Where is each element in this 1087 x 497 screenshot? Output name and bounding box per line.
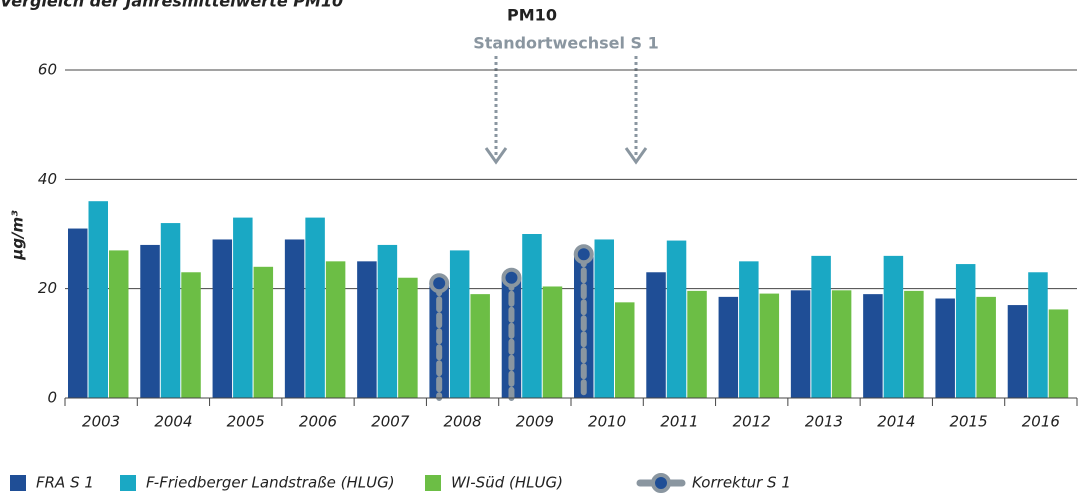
bar xyxy=(739,261,759,398)
bar xyxy=(646,272,666,398)
bar xyxy=(181,272,201,398)
bar xyxy=(470,294,490,398)
x-tick-label: 2015 xyxy=(949,413,987,431)
bar xyxy=(449,250,470,398)
korrektur-marker xyxy=(573,244,594,265)
x-tick-label: 2012 xyxy=(733,413,771,431)
bar xyxy=(976,296,996,398)
bar xyxy=(253,266,274,398)
x-tick-label: 2003 xyxy=(82,413,120,431)
bar xyxy=(522,234,542,398)
x-tick-label: 2007 xyxy=(371,413,410,431)
bar xyxy=(212,239,233,398)
legend-swatch xyxy=(120,475,136,491)
x-tick-label: 2004 xyxy=(154,413,192,431)
x-tick-label: 2009 xyxy=(516,413,554,431)
x-tick-label: 2016 xyxy=(1022,413,1060,431)
korrektur-marker xyxy=(429,273,450,294)
chart-title: Vergleich der Jahresmittelwerte PM10 xyxy=(0,0,343,11)
x-tick-label: 2011 xyxy=(660,413,698,431)
bar xyxy=(759,293,780,398)
bar xyxy=(790,290,811,398)
bar xyxy=(594,239,614,398)
y-axis-label: µg/m³ xyxy=(9,210,27,261)
x-tick-label: 2014 xyxy=(877,413,915,431)
korrektur-marker xyxy=(501,267,522,288)
bar xyxy=(883,255,904,398)
bar xyxy=(935,298,955,398)
bar xyxy=(357,261,377,398)
x-tick-label: 2005 xyxy=(227,413,265,431)
bar xyxy=(140,244,160,398)
bar xyxy=(233,217,253,398)
bar xyxy=(377,244,398,398)
bar xyxy=(687,290,707,398)
legend-swatch xyxy=(651,473,671,493)
y-tick-label: 40 xyxy=(38,170,57,188)
bar xyxy=(68,228,88,398)
bar xyxy=(160,223,181,398)
bar xyxy=(305,217,325,398)
bar xyxy=(398,277,418,398)
x-tick-label: 2010 xyxy=(588,413,626,431)
bar xyxy=(1048,309,1069,398)
bar xyxy=(615,302,635,398)
bar xyxy=(666,240,687,398)
bar xyxy=(831,290,852,398)
legend-label: F-Friedberger Landstraße (HLUG) xyxy=(146,474,395,492)
annotation: Standortwechsel S 1 xyxy=(473,34,659,53)
bar xyxy=(284,239,305,398)
bar xyxy=(88,201,108,398)
bar xyxy=(1028,272,1048,398)
bar xyxy=(542,286,563,398)
y-tick-label: 20 xyxy=(38,279,57,297)
x-tick-label: 2006 xyxy=(299,413,337,431)
arrows xyxy=(484,56,648,165)
legend-swatch xyxy=(10,475,26,491)
bar xyxy=(863,294,883,398)
legend-label: WI-Süd (HLUG) xyxy=(451,474,563,492)
bar xyxy=(718,296,739,398)
legend-label: Korrektur S 1 xyxy=(692,474,791,492)
chart-subtitle: PM10 xyxy=(507,6,557,25)
bar xyxy=(811,255,831,398)
bar xyxy=(904,290,924,398)
y-tick-label: 60 xyxy=(38,61,57,79)
bar xyxy=(109,250,129,398)
legend-label: FRA S 1 xyxy=(36,474,94,492)
bar xyxy=(325,261,346,398)
x-tick-label: 2008 xyxy=(443,413,481,431)
bar xyxy=(955,264,976,398)
legend-swatch xyxy=(425,475,441,491)
y-tick-label: 0 xyxy=(47,389,57,407)
x-tick-label: 2013 xyxy=(805,413,843,431)
bar xyxy=(1007,305,1028,398)
